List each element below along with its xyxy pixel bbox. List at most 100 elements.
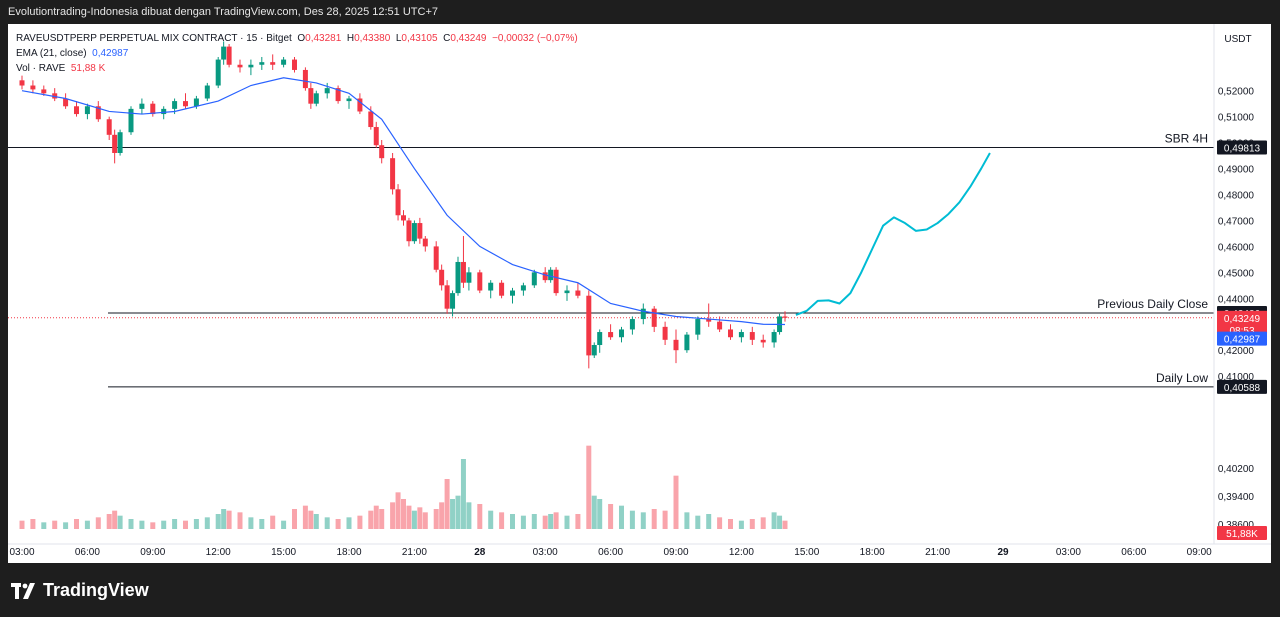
candle-body [270,62,276,65]
y-tick-label: 0,46000 [1218,242,1255,253]
candle-body [335,88,341,102]
volume-bar [586,445,592,529]
candle-body [433,246,439,270]
x-tick-label: 28 [474,547,486,558]
chart-area[interactable]: SBR 4H Previous Daily Close Daily Low USDT… [8,24,1271,563]
legend-vol-value: 51,88 K [70,63,106,74]
volume-bar [52,520,58,529]
volume-bar [112,510,118,529]
candle-body [390,158,396,190]
candle-body [395,189,401,216]
volume-bar [488,510,494,529]
level-price-tag-bg [1217,140,1267,155]
volume-bar [313,514,319,529]
volume-bar [433,509,439,529]
candle-body [422,238,428,247]
volume-value-tag: 51,88K [1226,529,1258,540]
candle-body [74,106,79,115]
candle-body [695,319,701,335]
x-tick-label: 29 [997,547,1009,558]
candle-body [112,134,118,153]
candle-body [439,269,445,286]
volume-bar [357,515,363,529]
legend-symbol-row: RAVEUSDTPERP PERPETUAL MIX CONTRACT · 15… [16,31,578,46]
level-price-tag-bg [1217,379,1267,394]
volume-bar [608,504,614,529]
x-tick-label: 12:00 [206,547,231,558]
volume-bar [95,517,101,529]
volume-bar [128,519,134,529]
candle-body [368,111,374,128]
candle-body [139,103,145,109]
candle-body [738,332,744,338]
level-price-tag: 0,40588 [1224,383,1261,394]
candle-body [259,62,265,65]
candle-body [460,261,466,283]
legend-change: −0,00032 (−0,07%) [492,33,578,44]
legend-l-label: L [395,33,402,44]
volume-bar [717,517,723,529]
ema-price-tag: 0,42987 [1224,335,1261,346]
candle-body [172,101,178,109]
legend-vol-row: Vol · RAVE 51,88 K [16,61,578,76]
volume-bar [760,517,766,529]
volume-bar [292,509,297,529]
candle-body [401,215,406,221]
candle-body [221,46,227,60]
legend-ema-value: 0,42987 [92,48,129,59]
candle-body [237,64,243,68]
candle-body [564,290,570,294]
volume-bar [450,499,456,529]
projection-path [795,152,991,316]
volume-bar [390,502,396,529]
volume-bar [379,509,385,529]
candle-body [520,285,526,291]
volume-bar [226,510,232,529]
legend-o-label: O [297,33,306,44]
volume-bar [139,520,145,529]
x-tick-label: 03:00 [533,547,558,558]
x-tick-label: 18:00 [336,547,361,558]
legend-ema-label: EMA (21, close) [16,48,87,59]
y-tick-label: 0,49000 [1218,165,1255,176]
y-tick-label: 0,38600 [1218,520,1255,531]
volume-bar [401,499,406,529]
x-tick-label: 06:00 [1121,547,1146,558]
volume-bar [41,522,47,529]
x-tick-label: 03:00 [1056,547,1081,558]
volume-bar [161,520,167,529]
candle-body [346,98,352,102]
candle-body [619,329,624,338]
volume-bar [684,512,690,529]
x-tick-label: 18:00 [860,547,885,558]
y-tick-label: 0,42000 [1218,346,1255,357]
volume-bar [619,505,624,529]
tradingview-logo[interactable]: TradingView [11,580,149,601]
volume-bar [548,514,554,529]
volume-bar [183,520,188,529]
candle-body [782,316,788,318]
candle-body [548,269,554,281]
volume-bar [281,520,287,529]
y-tick-label: 0,48000 [1218,191,1255,202]
candle-body [379,145,385,159]
candle-body [183,101,188,107]
candle-body [302,69,308,89]
candle-body [313,93,319,104]
candle-body [226,46,232,65]
candle-body [684,334,690,351]
price-chart[interactable]: SBR 4H Previous Daily Close Daily Low USDT… [8,24,1271,563]
volume-bar [422,512,428,529]
y-tick-label: 0,47000 [1218,216,1255,227]
candle-body [728,329,733,338]
candle-body [450,293,456,309]
last-price-value: 0,43249 [1224,314,1261,325]
level-price-tag: 0,49813 [1224,143,1261,154]
x-tick-label: 09:00 [663,547,688,558]
candle-body [591,345,597,356]
candle-body [608,332,614,338]
y-tick-label: 0,41000 [1218,372,1255,383]
candle-body [215,59,221,86]
ema-line [21,77,786,326]
candle-body [373,127,379,146]
